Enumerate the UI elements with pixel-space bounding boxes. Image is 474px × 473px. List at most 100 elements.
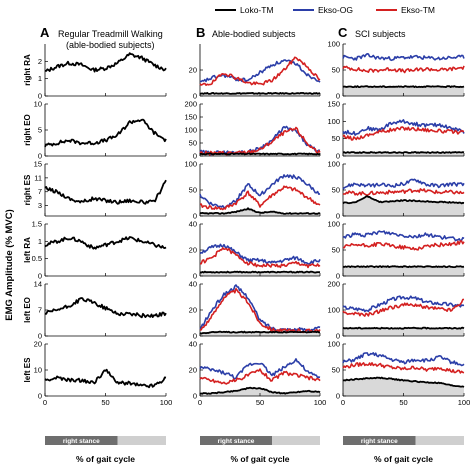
ytick-label-A-1-1: 5: [38, 126, 42, 135]
series-ekso-og-B-1: [199, 125, 321, 156]
legend: Loko-TM Ekso-OG Ekso-TM: [215, 5, 435, 15]
legend-label-ekso-tm: Ekso-TM: [401, 5, 435, 15]
series-treadmill-A-1: [44, 118, 167, 148]
ytick-label-B-4-0: 0: [193, 332, 197, 341]
series-ekso-tm-B-5: [199, 368, 321, 385]
shade-C-3: [343, 266, 464, 276]
shade-C-4: [343, 327, 464, 336]
row-label-3: left RA: [23, 237, 32, 263]
xtick-label-C-1: 50: [399, 398, 407, 407]
ytick-label-C-0-2: 100: [327, 40, 340, 49]
series-ekso-tm-B-4: [199, 287, 321, 334]
xtick-label-A-1: 50: [101, 398, 109, 407]
series-ekso-tm-B-0: [199, 56, 321, 86]
panel-title-b: Able-bodied subjects: [212, 29, 296, 39]
legend-label-loko: Loko-TM: [240, 5, 274, 15]
series-treadmill-A-2: [44, 179, 167, 205]
series-loko-tm-B-5: [199, 386, 321, 395]
swing-bar-C: [415, 436, 464, 445]
ytick-label-C-4-0: 0: [336, 332, 340, 341]
series-ekso-tm-B-3: [199, 247, 321, 269]
ytick-label-B-1-4: 200: [184, 100, 197, 109]
y-axis-label: EMG Amplitude (% MVC): [4, 209, 15, 321]
ytick-label-B-2-2: 100: [184, 160, 197, 169]
ytick-label-B-3-1: 20: [189, 246, 197, 255]
swing-bar-B: [272, 436, 320, 445]
ytick-label-A-4-1: 7: [38, 306, 42, 315]
ytick-label-B-1-0: 0: [193, 152, 197, 161]
stance-label-B: right stance: [218, 438, 255, 445]
ytick-label-C-0-1: 50: [332, 66, 340, 75]
panel-letter-c: C: [338, 25, 348, 40]
series-ekso-tm-C-3: [342, 240, 465, 251]
ytick-label-B-5-0: 0: [193, 392, 197, 401]
ytick-label-A-1-2: 10: [34, 100, 42, 109]
ytick-label-A-5-1: 10: [34, 366, 42, 375]
ytick-label-C-5-0: 0: [336, 392, 340, 401]
shade-B-5: [200, 387, 320, 396]
series-ekso-og-C-3: [342, 230, 465, 242]
row-label-2: right ES: [23, 174, 32, 205]
ytick-label-C-5-2: 100: [327, 340, 340, 349]
series-loko-tm-B-0: [199, 92, 321, 95]
panel-letter-b: B: [196, 25, 205, 40]
ytick-label-A-4-2: 14: [34, 280, 42, 289]
series-loko-tm-C-1: [342, 151, 465, 154]
ytick-label-C-2-1: 50: [332, 186, 340, 195]
row-label-5: left ES: [23, 357, 32, 383]
series-ekso-tm-B-1: [199, 126, 321, 156]
row-label-0: right RA: [23, 54, 32, 86]
ytick-label-A-4-0: 0: [38, 332, 42, 341]
ytick-label-B-3-0: 0: [193, 272, 197, 281]
xtick-label-C-0: 0: [341, 398, 345, 407]
series-ekso-tm-C-0: [342, 65, 465, 74]
series-ekso-og-B-3: [199, 243, 321, 265]
shade-C-5: [343, 377, 464, 396]
ytick-label-C-4-2: 200: [327, 280, 340, 289]
series-loko-tm-C-3: [342, 265, 465, 268]
ytick-label-B-2-0: 0: [193, 212, 197, 221]
ytick-label-B-1-1: 50: [189, 139, 197, 148]
ytick-label-C-3-0: 0: [336, 272, 340, 281]
ytick-label-A-2-2: 11: [34, 173, 42, 182]
ytick-label-A-1-0: 0: [38, 152, 42, 161]
series-loko-tm-C-2: [342, 195, 465, 205]
ytick-label-B-2-1: 50: [189, 186, 197, 195]
row-label-1: right EO: [23, 114, 32, 146]
series-ekso-og-B-4: [199, 284, 321, 333]
series-ekso-tm-B-2: [199, 185, 321, 211]
x-axis-label-A: % of gait cycle: [76, 454, 135, 464]
series-ekso-og-C-1: [342, 119, 465, 136]
series-ekso-og-B-5: [199, 358, 321, 380]
ytick-label-A-0-2: 2: [38, 57, 42, 66]
xtick-label-C-2: 100: [458, 398, 471, 407]
stance-bar-B: [200, 436, 272, 445]
series-ekso-og-C-5: [342, 352, 465, 367]
bottom-area: right stance % of gait cycle right stance%…: [45, 436, 464, 464]
ytick-label-C-2-2: 100: [327, 160, 340, 169]
ytick-label-C-1-0: 0: [336, 152, 340, 161]
ytick-label-A-3-3: 1.5: [32, 220, 42, 229]
ytick-label-C-3-1: 50: [332, 246, 340, 255]
ytick-label-C-5-1: 50: [332, 366, 340, 375]
series-ekso-og-C-4: [342, 295, 465, 313]
ytick-label-A-5-2: 20: [34, 340, 42, 349]
series-loko-tm-C-4: [342, 326, 465, 330]
series-ekso-og-C-0: [342, 53, 465, 62]
ytick-label-B-3-2: 40: [189, 220, 197, 229]
panel-title-c: SCI subjects: [355, 29, 406, 39]
stance-label-C: right stance: [361, 438, 398, 445]
series-ekso-tm-C-5: [342, 362, 465, 374]
ytick-label-C-1-1: 50: [332, 134, 340, 143]
ytick-label-A-0-0: 0: [38, 92, 42, 101]
ytick-label-C-3-2: 100: [327, 220, 340, 229]
series-loko-tm-B-1: [199, 152, 321, 156]
ytick-label-B-0-0: 0: [193, 92, 197, 101]
series-treadmill-A-4: [44, 297, 167, 319]
shade-B-2: [200, 208, 320, 216]
panel-title-a-line2: (able-bodied subjects): [66, 40, 155, 50]
series-ekso-og-B-2: [199, 174, 321, 209]
ytick-label-A-2-3: 15: [34, 160, 42, 169]
x-axis-label-C: % of gait cycle: [374, 454, 433, 464]
